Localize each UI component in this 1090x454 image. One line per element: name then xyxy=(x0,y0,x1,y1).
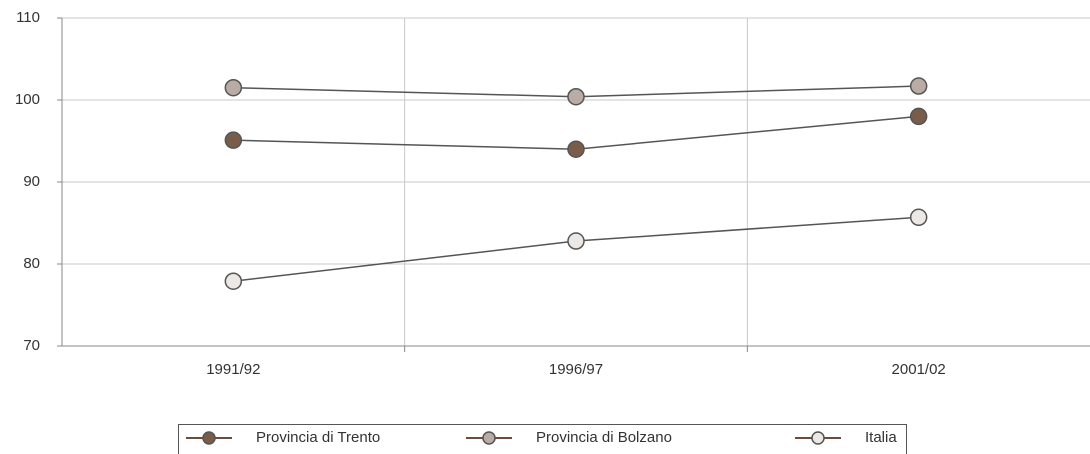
legend-label: Provincia di Trento xyxy=(256,429,380,446)
x-tick-label: 1996/97 xyxy=(549,361,603,378)
data-point xyxy=(567,140,585,158)
legend-marker xyxy=(202,431,216,445)
data-point xyxy=(909,77,928,95)
data-point xyxy=(909,208,928,227)
data-point xyxy=(224,131,243,149)
data-point xyxy=(224,78,243,97)
legend-marker xyxy=(482,431,496,445)
data-point xyxy=(567,232,585,250)
y-tick-label: 90 xyxy=(23,173,40,190)
data-point xyxy=(567,87,585,106)
data-point xyxy=(909,107,928,126)
y-tick-label: 110 xyxy=(16,9,40,26)
legend-box xyxy=(178,424,907,454)
x-tick-label: 1991/92 xyxy=(206,361,260,378)
y-tick-label: 70 xyxy=(23,337,40,354)
legend-label: Provincia di Bolzano xyxy=(536,429,672,446)
x-tick-label: 2001/02 xyxy=(892,361,946,378)
y-tick-label: 100 xyxy=(15,91,40,108)
data-point xyxy=(224,272,243,290)
legend-marker xyxy=(811,431,825,445)
y-tick-label: 80 xyxy=(23,255,40,272)
legend-label: Italia xyxy=(865,429,897,446)
